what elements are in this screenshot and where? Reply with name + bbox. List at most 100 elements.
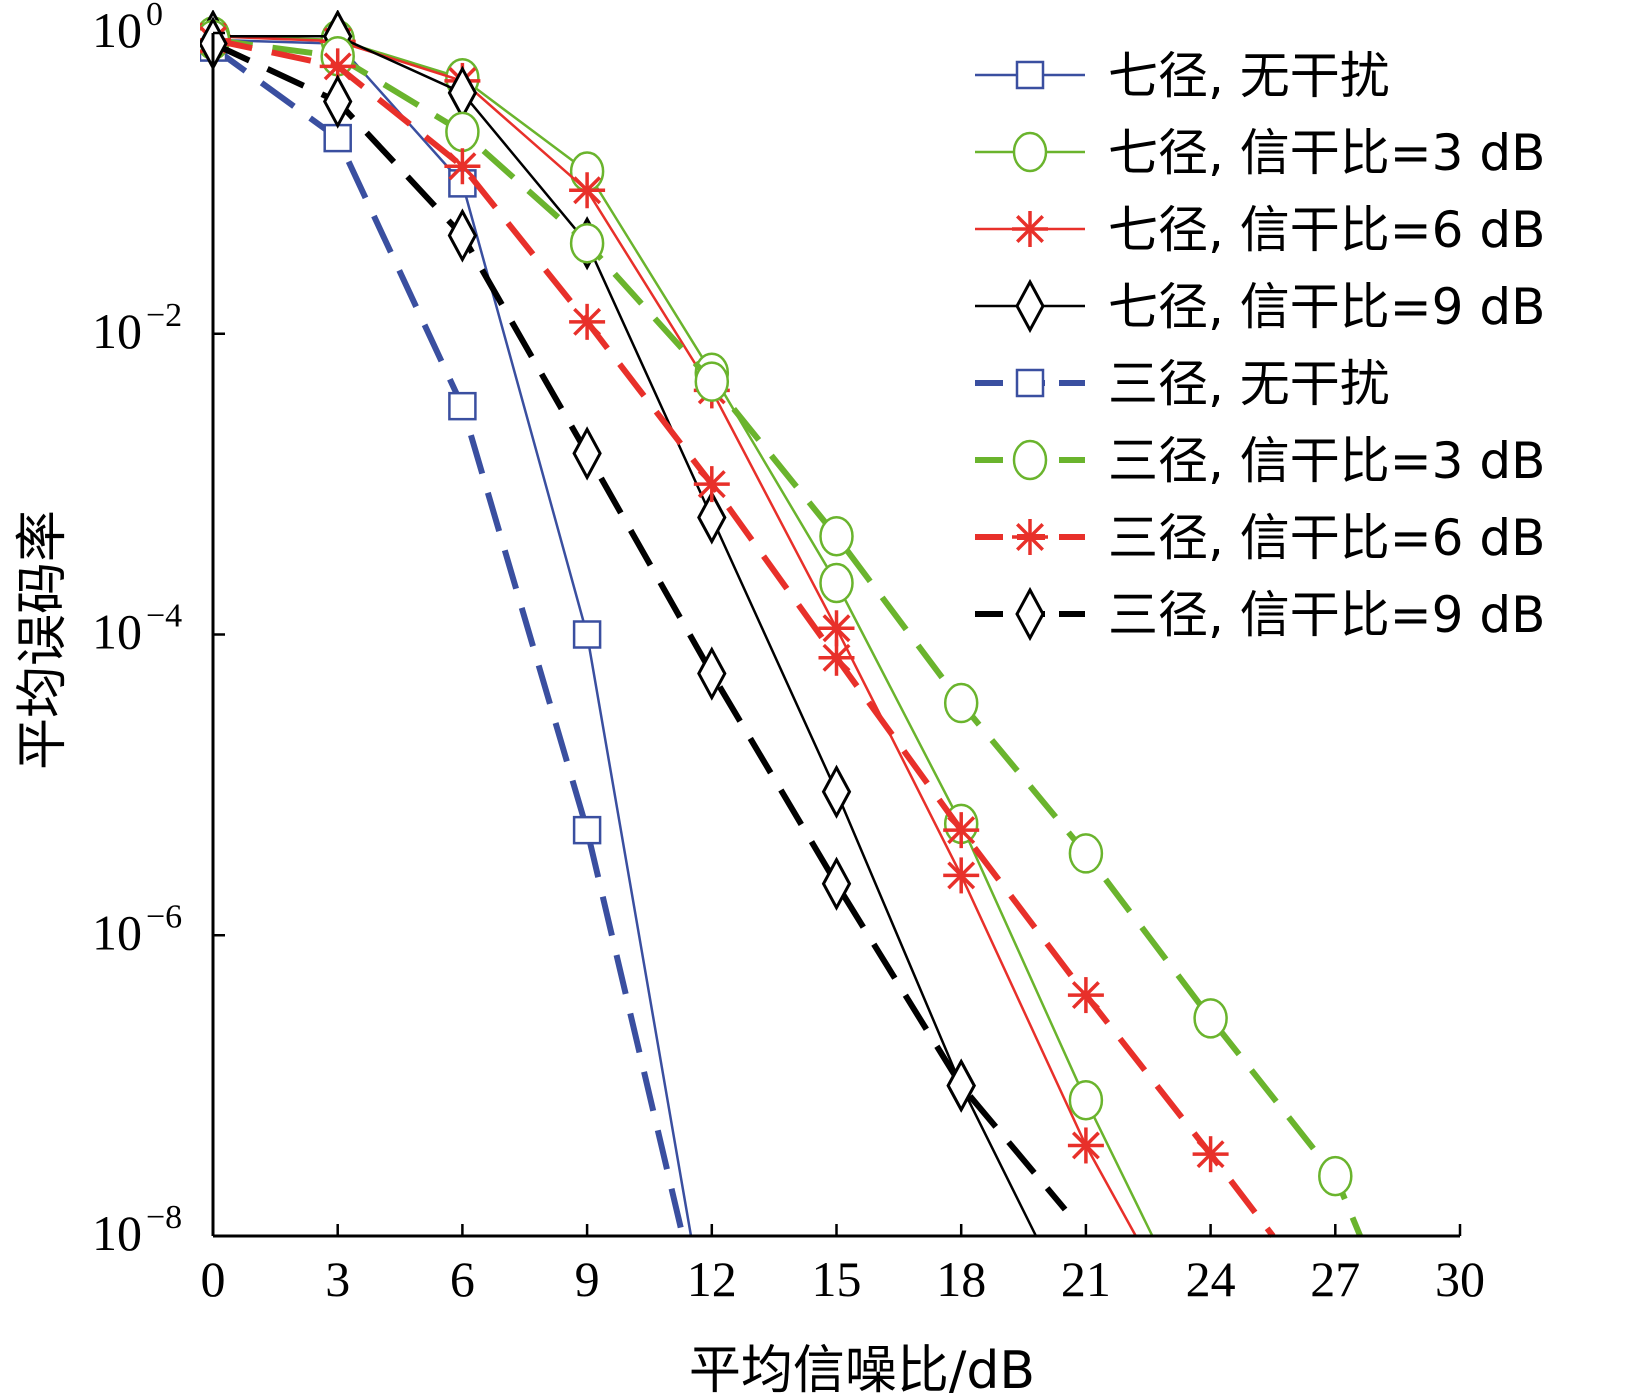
legend-marker [1015,278,1045,334]
series-4 [200,10,1038,1237]
x-tick-label: 12 [687,1251,737,1307]
legend-marker [1012,131,1048,173]
y-tick-label: 10 −2 [92,297,182,359]
legend-item: 七径, 信干比=9 dB [975,278,1545,336]
legend-marker [1015,368,1045,398]
legend-marker [1012,211,1048,247]
y-tick-base: 10 [92,303,142,359]
x-tick-label: 9 [575,1251,600,1307]
series-point [323,123,352,153]
y-tick-label: 10 0 [92,0,163,58]
y-tick-base: 10 [92,1205,142,1261]
legend-item: 七径, 无干扰 [975,47,1390,105]
series-point [819,516,854,557]
x-tick-label: 15 [812,1251,862,1307]
series-point [569,172,606,209]
series-point [444,148,481,185]
x-tick-label: 27 [1310,1251,1360,1307]
legend-item: 七径, 信干比=6 dB [975,201,1545,259]
y-tick-exponent: −6 [146,898,182,935]
x-tick-label: 24 [1186,1251,1236,1307]
series-line [212,38,693,1237]
series-point [572,815,602,845]
series-3 [200,18,1137,1237]
y-axis-title: 平均误码率 [13,510,73,770]
series-5 [200,33,686,1237]
y-tick-exponent: −8 [146,1199,182,1236]
series-point [943,857,980,894]
legend-label: 三径, 信干比=3 dB [1108,432,1545,490]
legend-item: 三径, 信干比=6 dB [975,509,1545,567]
series-point [1067,1127,1104,1164]
series-point [697,646,727,701]
series-layer [200,10,1363,1238]
series-1 [200,25,693,1237]
series-point [818,639,855,676]
y-tick-label: 10 −6 [92,898,182,960]
legend-label: 七径, 信干比=3 dB [1108,124,1545,182]
y-tick-exponent: 0 [146,0,163,33]
y-tick-base: 10 [92,904,142,960]
legend-label: 三径, 无干扰 [1108,355,1390,413]
series-line [212,36,1363,1238]
legend-item: 三径, 无干扰 [975,355,1390,413]
x-tick-label: 0 [201,1251,226,1307]
series-point [447,208,478,263]
y-tick-exponent: −4 [146,598,182,635]
x-tick-label: 6 [450,1251,475,1307]
y-tick-base: 10 [92,604,142,660]
series-point [946,1058,976,1113]
legend-marker [1015,60,1045,90]
legend-label: 三径, 信干比=6 dB [1108,509,1545,567]
legend-label: 七径, 信干比=6 dB [1108,201,1545,259]
y-tick-label: 10 −8 [92,1199,182,1261]
series-line [211,40,1068,1212]
series-point [821,856,852,911]
series-point [1068,1079,1104,1121]
series-point [697,490,727,545]
series-line [211,45,686,1237]
series-point [943,812,980,849]
series-8 [200,16,1068,1212]
x-tick-label: 18 [936,1251,986,1307]
legend-marker [1015,586,1045,642]
x-tick-label: 21 [1061,1251,1111,1307]
series-point [694,361,730,402]
series-point [1318,1155,1353,1197]
series-point [693,466,730,503]
y-tick-label: 10 −4 [92,598,182,660]
series-point [1193,998,1228,1039]
series-point [448,391,477,421]
series-point [819,562,854,604]
series-line [213,35,1038,1237]
series-6 [200,19,1363,1238]
legend-label: 七径, 信干比=9 dB [1108,278,1545,336]
legend-marker [1012,519,1048,555]
series-point [572,620,602,649]
series-2 [200,16,1154,1237]
series-point [445,111,480,153]
x-tick-label: 3 [325,1251,350,1307]
series-line [212,35,1137,1237]
series-point [943,682,979,724]
series-point [569,303,606,340]
series-line [212,36,1276,1238]
legend-label: 三径, 信干比=9 dB [1108,586,1545,644]
series-point [1192,1136,1229,1173]
series-point [1068,833,1104,874]
legend-item: 三径, 信干比=9 dB [975,586,1545,644]
series-point [569,222,605,264]
series-point [572,426,602,481]
legend-marker [1012,439,1048,481]
legend-item: 七径, 信干比=3 dB [975,124,1545,182]
series-line [212,35,1154,1237]
legend-label: 七径, 无干扰 [1108,47,1390,105]
y-tick-base: 10 [92,2,142,58]
x-axis-title: 平均信噪比/dB [689,1341,1035,1398]
series-point [1067,977,1104,1014]
y-tick-exponent: −2 [146,297,182,334]
series-point [322,74,353,129]
